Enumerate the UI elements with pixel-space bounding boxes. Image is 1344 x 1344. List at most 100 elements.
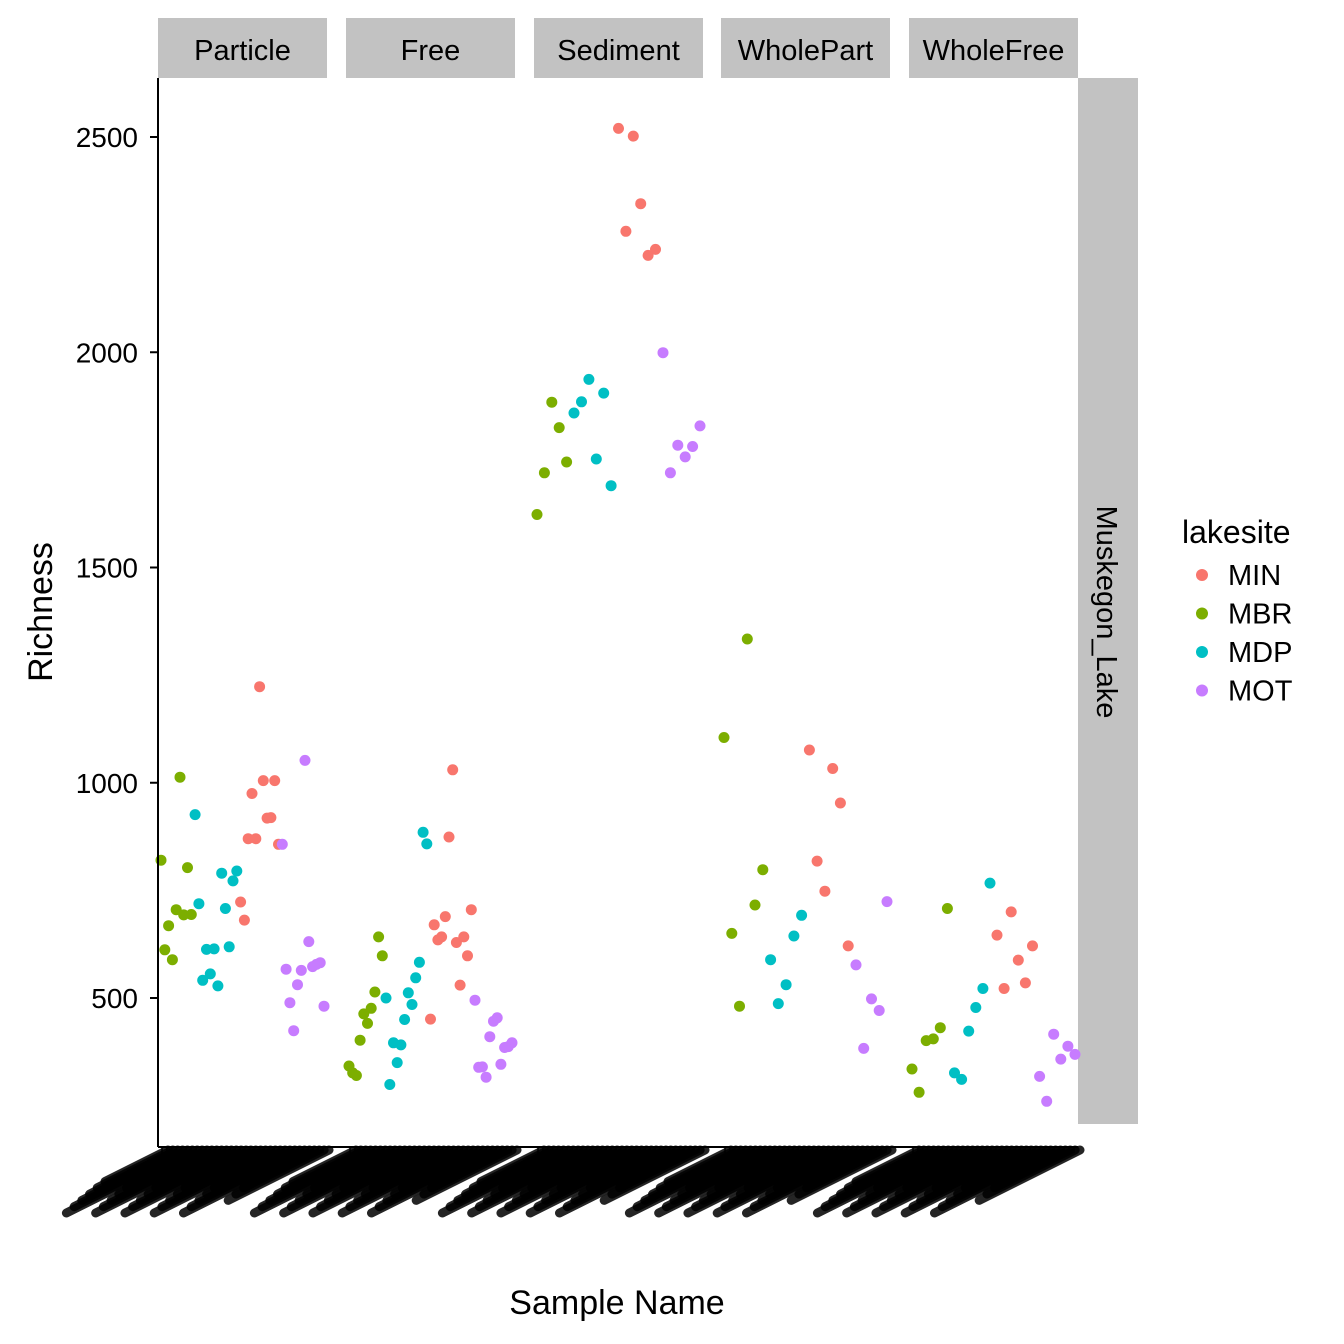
facet-strip-label: WholePart [738,35,873,67]
y-tick-label: 1500 [76,553,138,584]
x-tick-label [974,1145,1085,1205]
data-point-min [819,885,831,897]
data-point-mdp [780,979,792,991]
data-point-mot [1055,1053,1067,1065]
data-point-mdp [421,838,433,850]
data-point-min [811,855,823,867]
data-point-mbr [531,509,543,520]
data-point-mot [1048,1028,1060,1040]
data-point-mdp [227,875,239,887]
data-point-mdp [576,396,587,408]
x-tick-label [411,1145,522,1205]
data-point-min [454,979,466,991]
data-point-mbr [166,954,178,966]
legend-label: MDP [1228,637,1292,669]
data-point-mot [873,1005,885,1016]
data-point-min [827,763,839,774]
data-point-mbr [365,1002,377,1014]
data-point-min [265,812,277,824]
data-point-mdp [399,1014,411,1025]
data-point-mdp [380,992,392,1004]
data-point-mbr [718,732,730,743]
data-point-mdp [772,998,784,1010]
facet-strip-label: WholeFree [923,35,1065,67]
data-point-min [842,940,854,952]
legend: lakesite MIN MBR MDP MOT [1182,514,1293,708]
data-point-mbr [934,1022,946,1034]
data-point-mbr [757,864,769,876]
data-point-mot [299,754,311,766]
data-point-mbr [174,771,186,783]
facet-strip-wholepart [721,18,890,78]
legend-key-min [1196,569,1208,581]
data-point-min [1019,977,1031,989]
data-point-mot [1041,1095,1053,1107]
data-point-mdp [212,980,224,992]
data-point-mot [318,1000,330,1012]
data-point-mot [1034,1070,1046,1082]
data-point-mbr [927,1033,939,1045]
data-point-mbr [913,1086,925,1098]
data-point-mbr [546,396,558,408]
data-point-mdp [406,999,418,1010]
data-point-min [803,744,815,756]
legend-key-mot [1196,684,1208,697]
x-tick-labels [61,1145,1085,1218]
y-axis-title: Richness [22,542,60,682]
data-point-min [428,919,440,931]
legend-label: MOT [1228,676,1293,708]
data-point-mdp [583,373,595,385]
data-point-min [436,931,448,943]
data-point-mot [292,979,303,991]
data-point-mdp [417,826,429,838]
facet-strip-particle [158,18,327,78]
data-point-mot [276,838,288,850]
data-point-mdp [977,983,989,994]
data-point-mot [295,964,307,976]
data-point-min [1027,940,1038,952]
data-point-min [620,225,632,237]
data-point-min [238,914,250,926]
row-strip-label: Muskegon_Lake [1090,506,1122,719]
data-point-min [447,764,459,776]
data-point-min [635,198,647,210]
data-point-min [235,896,247,908]
data-point-mdp [605,480,617,492]
data-point-min [254,681,266,693]
data-point-mbr [734,1000,745,1012]
data-point-min [998,983,1010,994]
data-point-mbr [185,909,197,920]
data-point-min [627,130,639,142]
legend-title: lakesite [1182,514,1291,550]
data-point-mbr [182,862,193,874]
data-point-min [242,833,254,845]
data-point-mot [679,451,691,463]
data-point-mbr [749,899,761,911]
data-point-mdp [223,941,235,953]
data-point-mdp [568,407,580,419]
data-point-mbr [354,1034,366,1046]
row-strip-background [1078,78,1138,1124]
data-point-min [439,911,451,923]
data-point-min [1005,906,1017,918]
y-tick-label: 500 [91,983,138,1014]
data-point-min [246,788,258,799]
data-point-mot [850,959,862,971]
data-point-min [269,775,281,787]
data-point-min [642,249,654,261]
data-point-mbr [350,1070,362,1081]
data-point-min [465,904,477,916]
data-point-min [613,122,624,134]
data-point-mot [288,1025,300,1037]
data-point-mbr [163,920,175,932]
data-point-mdp [956,1073,968,1085]
data-point-mbr [538,467,550,479]
data-point-mdp [193,898,205,910]
legend-key-mbr [1196,607,1208,620]
data-point-mdp [219,903,231,914]
data-point-mbr [553,422,565,434]
data-point-mot [303,936,315,948]
data-point-mbr [369,986,381,998]
data-point-mot [284,997,296,1009]
